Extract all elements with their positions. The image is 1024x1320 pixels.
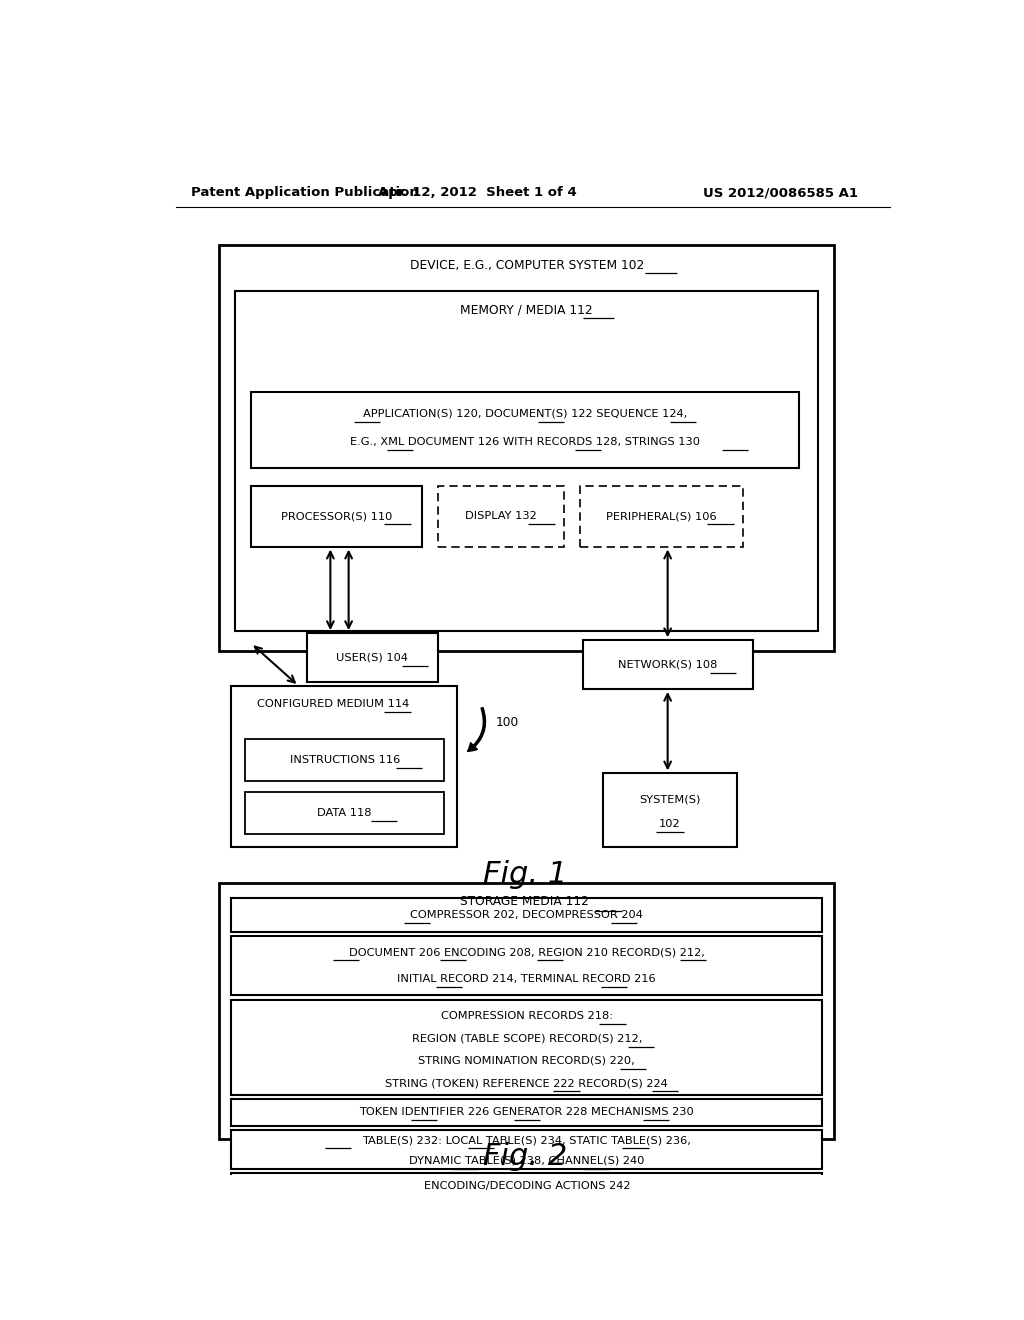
Bar [231, 1098, 822, 1126]
Bar [231, 1001, 822, 1094]
Text: INSTRUCTIONS 116: INSTRUCTIONS 116 [290, 755, 399, 766]
Text: TOKEN IDENTIFIER 226 GENERATOR 228 MECHANISMS 230: TOKEN IDENTIFIER 226 GENERATOR 228 MECHA… [359, 1107, 694, 1117]
Bar [219, 244, 835, 651]
Text: TABLE(S) 232: LOCAL TABLE(S) 234, STATIC TABLE(S) 236,: TABLE(S) 232: LOCAL TABLE(S) 234, STATIC… [362, 1135, 691, 1146]
Bar [219, 883, 835, 1139]
Text: STRING (TOKEN) REFERENCE 222 RECORD(S) 224: STRING (TOKEN) REFERENCE 222 RECORD(S) 2… [385, 1078, 668, 1088]
Text: Patent Application Publication: Patent Application Publication [191, 186, 419, 199]
Bar [231, 1172, 822, 1200]
Text: ENCODING/DECODING ACTIONS 242: ENCODING/DECODING ACTIONS 242 [424, 1181, 630, 1192]
Text: APPLICATION(S) 120, DOCUMENT(S) 122 SEQUENCE 124,: APPLICATION(S) 120, DOCUMENT(S) 122 SEQU… [362, 408, 687, 418]
FancyArrowPatch shape [468, 708, 485, 751]
Bar [602, 774, 737, 846]
Bar [231, 936, 822, 995]
Bar [231, 899, 822, 932]
Text: E.G., XML DOCUMENT 126 WITH RECORDS 128, STRINGS 130: E.G., XML DOCUMENT 126 WITH RECORDS 128,… [350, 437, 699, 447]
Bar [231, 686, 458, 846]
Bar [231, 1130, 822, 1168]
Text: DOCUMENT 206 ENCODING 208, REGION 210 RECORD(S) 212,: DOCUMENT 206 ENCODING 208, REGION 210 RE… [349, 948, 705, 957]
Text: Fig. 2: Fig. 2 [482, 1142, 567, 1171]
Text: REGION (TABLE SCOPE) RECORD(S) 212,: REGION (TABLE SCOPE) RECORD(S) 212, [412, 1034, 642, 1044]
Text: DEVICE, E.G., COMPUTER SYSTEM 102: DEVICE, E.G., COMPUTER SYSTEM 102 [410, 259, 644, 272]
Bar [437, 486, 564, 546]
Text: INITIAL RECORD 214, TERMINAL RECORD 216: INITIAL RECORD 214, TERMINAL RECORD 216 [397, 974, 656, 983]
Text: NETWORK(S) 108: NETWORK(S) 108 [618, 660, 718, 669]
Bar [246, 739, 443, 781]
Bar [251, 486, 422, 546]
Text: COMPRESSION RECORDS 218:: COMPRESSION RECORDS 218: [440, 1011, 612, 1022]
Bar [583, 640, 754, 689]
Text: MEMORY / MEDIA 112: MEMORY / MEDIA 112 [461, 304, 593, 317]
Text: USER(S) 104: USER(S) 104 [336, 652, 408, 663]
Text: Apr. 12, 2012  Sheet 1 of 4: Apr. 12, 2012 Sheet 1 of 4 [378, 186, 577, 199]
Text: SYSTEM(S): SYSTEM(S) [639, 795, 700, 805]
Bar [251, 392, 799, 469]
Text: DISPLAY 132: DISPLAY 132 [465, 511, 537, 521]
Text: PROCESSOR(S) 110: PROCESSOR(S) 110 [281, 511, 392, 521]
Text: US 2012/0086585 A1: US 2012/0086585 A1 [703, 186, 858, 199]
Text: CONFIGURED MEDIUM 114: CONFIGURED MEDIUM 114 [257, 700, 409, 709]
Text: STRING NOMINATION RECORD(S) 220,: STRING NOMINATION RECORD(S) 220, [419, 1056, 635, 1067]
Text: COMPRESSOR 202, DECOMPRESSOR 204: COMPRESSOR 202, DECOMPRESSOR 204 [411, 909, 643, 920]
Text: STORAGE MEDIA 112: STORAGE MEDIA 112 [461, 895, 589, 908]
Text: 100: 100 [496, 715, 519, 729]
Text: DATA 118: DATA 118 [317, 808, 372, 818]
Text: 102: 102 [659, 820, 681, 829]
Bar [246, 792, 443, 834]
Bar [236, 290, 818, 631]
Bar [306, 634, 437, 682]
Text: Fig. 1: Fig. 1 [482, 861, 567, 890]
Bar [581, 486, 743, 546]
Text: PERIPHERAL(S) 106: PERIPHERAL(S) 106 [606, 511, 717, 521]
Text: DYNAMIC TABLE(S) 238, CHANNEL(S) 240: DYNAMIC TABLE(S) 238, CHANNEL(S) 240 [410, 1155, 644, 1166]
